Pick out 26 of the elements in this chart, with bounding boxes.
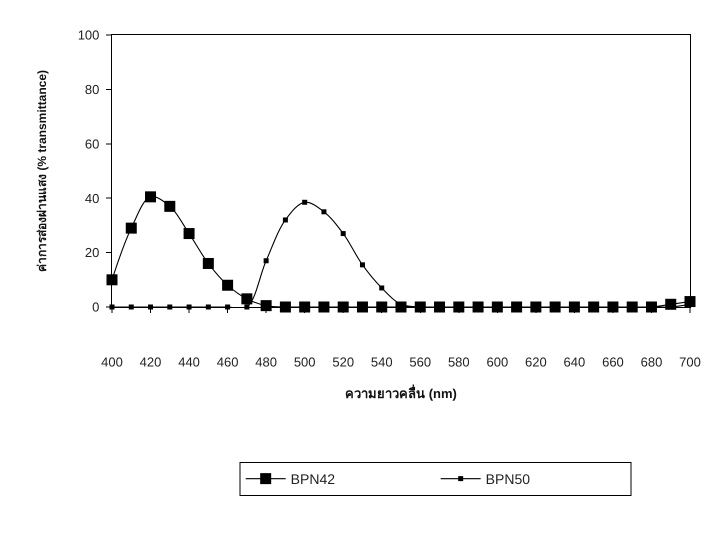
x-tick-label: 420 xyxy=(140,354,162,370)
x-tick-label: 700 xyxy=(679,354,701,370)
x-tick-label: 600 xyxy=(486,354,508,370)
x-tick-label: 540 xyxy=(370,354,393,370)
y-axis-title: ค่าการส่องผ่านแสง (% transmittance) xyxy=(34,70,49,272)
x-tick-label: 680 xyxy=(640,354,662,370)
y-tick-label: 100 xyxy=(78,28,100,43)
legend-label: BPN42 xyxy=(290,471,336,488)
x-tick-label: 440 xyxy=(178,354,200,370)
x-tick-label: 620 xyxy=(525,354,547,370)
y-tick-label: 40 xyxy=(84,190,100,206)
x-tick-label: 460 xyxy=(216,354,238,370)
y-tick-label: 0 xyxy=(92,300,100,315)
x-tick-label: 640 xyxy=(564,354,586,370)
x-axis-title: ความยาวคลื่น (nm) xyxy=(345,384,457,402)
x-tick-label: 560 xyxy=(409,354,432,370)
x-tick-label: 660 xyxy=(602,354,624,370)
y-tick-label: 20 xyxy=(84,245,100,260)
legend-label: BPN50 xyxy=(486,471,530,488)
x-tick-label: 400 xyxy=(101,354,123,370)
y-tick-label: 60 xyxy=(84,136,100,152)
x-tick-label: 500 xyxy=(294,354,316,370)
x-tick-label: 520 xyxy=(332,354,354,370)
x-tick-label: 480 xyxy=(255,354,277,370)
x-tick-label: 580 xyxy=(448,354,470,370)
y-tick-label: 80 xyxy=(84,82,100,97)
